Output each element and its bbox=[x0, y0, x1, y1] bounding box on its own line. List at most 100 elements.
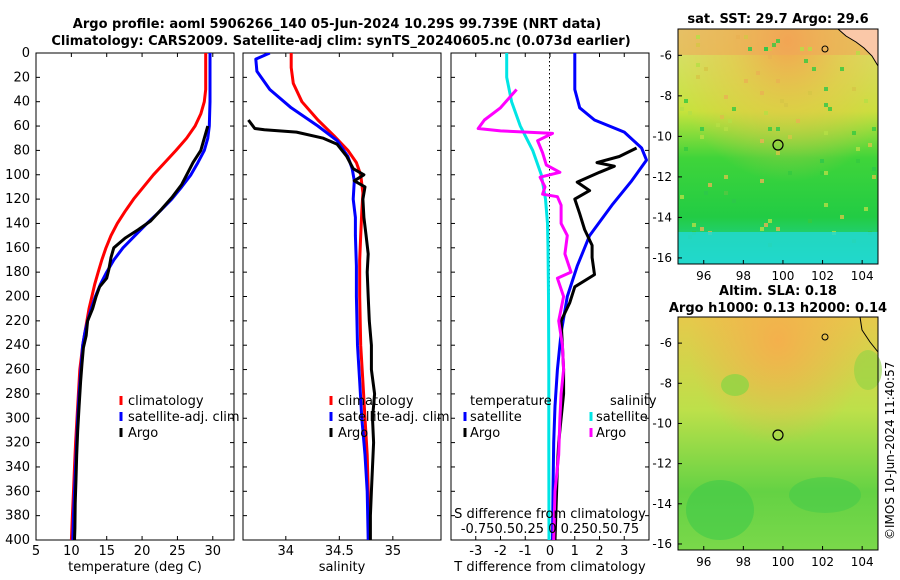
map-lon-label: 100 bbox=[771, 269, 794, 283]
sla-map-frame bbox=[677, 316, 879, 551]
sst-pixel bbox=[824, 203, 828, 207]
sst-pixel bbox=[748, 47, 752, 51]
sst-pixel bbox=[808, 219, 812, 223]
sst-pixel bbox=[696, 43, 700, 47]
legend-label-s-argo: Argo bbox=[596, 426, 626, 441]
sst-pixel bbox=[724, 175, 728, 179]
sst-pixel bbox=[760, 179, 764, 183]
sst-pixel bbox=[700, 135, 704, 139]
sla-map bbox=[677, 316, 882, 551]
map-lat-label: -14 bbox=[652, 497, 672, 511]
sst-pixel bbox=[700, 127, 704, 131]
legend-title-temperature: temperature bbox=[470, 394, 552, 409]
series-line-s-satellite bbox=[505, 53, 551, 540]
sst-pixel bbox=[840, 67, 844, 71]
sst-pixel bbox=[688, 111, 692, 115]
difference-x-axis: -3 -2 -1 0 1 2 3 bbox=[469, 53, 628, 559]
x-tick-label: -3 bbox=[469, 544, 482, 559]
depth-tick-label: 180 bbox=[5, 265, 30, 280]
sst-pixel bbox=[716, 123, 720, 127]
x-tick-label: 3 bbox=[620, 544, 628, 559]
sst-pixel bbox=[684, 147, 688, 151]
s-difference-label: S difference from climatology bbox=[454, 507, 646, 522]
sla-map-title-line1: Altim. SLA: 0.18 bbox=[719, 284, 837, 299]
difference-xlabel: T difference from climatology bbox=[453, 560, 646, 575]
figure-title-line1: Argo profile: aoml 5906266_140 05-Jun-20… bbox=[73, 17, 601, 32]
difference-legend: temperature satellite Argo salinity sate… bbox=[463, 394, 657, 441]
map-lon-label: 98 bbox=[736, 555, 751, 569]
series-line-satellite-adj-clim bbox=[254, 53, 370, 540]
sst-pixel bbox=[756, 71, 760, 75]
sst-pixel bbox=[804, 59, 808, 63]
sst-map bbox=[677, 28, 879, 265]
depth-tick-label: 160 bbox=[5, 241, 30, 256]
sst-pixel bbox=[808, 91, 812, 95]
sst-pixel bbox=[828, 107, 832, 111]
map-lat-label: -14 bbox=[652, 210, 672, 224]
depth-tick-label: 80 bbox=[13, 143, 30, 158]
map-lon-label: 96 bbox=[696, 269, 711, 283]
sst-pixel bbox=[724, 191, 728, 195]
map-lat-label: -10 bbox=[652, 416, 672, 430]
sst-pixel bbox=[868, 143, 872, 147]
sst-pixel bbox=[724, 95, 728, 99]
sst-pixel bbox=[760, 91, 764, 95]
sst-pixel bbox=[696, 63, 700, 67]
sst-pixel bbox=[824, 131, 828, 135]
map-lon-label: 98 bbox=[736, 269, 751, 283]
x-tick-label: 10 bbox=[63, 544, 80, 559]
sst-pixel bbox=[724, 127, 728, 131]
x-tick-label: 34 bbox=[278, 544, 295, 559]
sst-pixel bbox=[784, 103, 788, 107]
sst-pixel bbox=[700, 227, 704, 231]
sla-eddy-east bbox=[854, 350, 882, 390]
depth-tick-label: 0 bbox=[22, 46, 30, 61]
map-lat-label: -16 bbox=[652, 537, 672, 551]
sst-pixel bbox=[768, 47, 772, 51]
sst-pixel bbox=[720, 115, 724, 119]
sst-pixel bbox=[840, 215, 844, 219]
depth-tick-label: 320 bbox=[5, 436, 30, 451]
map-lon-label: 100 bbox=[771, 555, 794, 569]
x-tick-label: 35 bbox=[385, 544, 402, 559]
x-tick-label: 15 bbox=[98, 544, 115, 559]
depth-tick-label: 140 bbox=[5, 216, 30, 231]
sst-pixel bbox=[696, 75, 700, 79]
sst-pixel bbox=[872, 127, 876, 131]
map-lat-label: -12 bbox=[652, 170, 672, 184]
sst-map-frame bbox=[677, 28, 879, 265]
map-lon-label: 96 bbox=[696, 555, 711, 569]
sst-pixel bbox=[796, 119, 800, 123]
series-line-s-argo bbox=[476, 88, 573, 540]
sst-pixel bbox=[680, 107, 684, 111]
sst-pixel bbox=[680, 195, 684, 199]
legend-label-t-argo: Argo bbox=[470, 426, 500, 441]
depth-tick-label: 360 bbox=[5, 484, 30, 499]
island-outline bbox=[821, 45, 829, 53]
map-lat-label: -6 bbox=[660, 48, 672, 62]
sst-pixel bbox=[856, 51, 860, 55]
figure-title-line2: Climatology: CARS2009. Satellite-adj cli… bbox=[51, 34, 630, 49]
sst-pixel bbox=[760, 139, 764, 143]
depth-tick-label: 400 bbox=[5, 533, 30, 548]
legend-label-s-satellite: satellite bbox=[596, 410, 648, 425]
depth-tick-label: 60 bbox=[13, 119, 30, 134]
salinity-series bbox=[247, 53, 377, 540]
map-lat-label: -16 bbox=[652, 251, 672, 265]
x-tick-label: 25 bbox=[169, 544, 186, 559]
x-tick-label: -2 bbox=[494, 544, 507, 559]
map-lat-label: -8 bbox=[660, 89, 672, 103]
sst-pixel bbox=[788, 171, 792, 175]
sst-pixel bbox=[824, 171, 828, 175]
depth-tick-label: 220 bbox=[5, 314, 30, 329]
sst-pixel bbox=[776, 127, 780, 131]
depth-tick-label: 120 bbox=[5, 192, 30, 207]
sst-pixel bbox=[732, 107, 736, 111]
series-line-argo bbox=[247, 119, 377, 540]
sst-pixel bbox=[852, 131, 856, 135]
sst-pixel bbox=[696, 35, 700, 39]
sst-map-axes: 96 98 100 102 104 -6 -8 -10 -12 -14 -16 bbox=[652, 48, 873, 283]
argo-position-marker bbox=[772, 139, 784, 151]
sst-cloud-pixels bbox=[680, 35, 876, 247]
